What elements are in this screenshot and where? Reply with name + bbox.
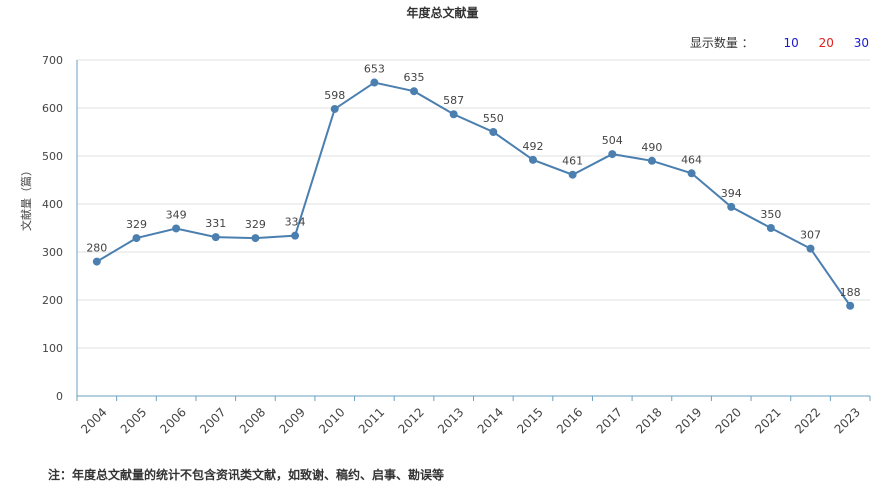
y-tick-label: 200: [42, 294, 63, 307]
data-point: [687, 169, 696, 178]
y-tick-label: 700: [42, 54, 63, 67]
data-label: 550: [483, 112, 504, 125]
x-tick-label: 2020: [713, 405, 744, 436]
data-point: [291, 231, 300, 240]
display-count-option-20[interactable]: 20: [818, 36, 834, 50]
x-tick-label: 2019: [673, 405, 704, 436]
data-point: [766, 224, 775, 232]
series-line: [96, 81, 851, 307]
data-label: 598: [324, 89, 345, 102]
data-point: [528, 155, 537, 164]
data-point: [846, 301, 855, 310]
data-label: 331: [205, 217, 226, 230]
x-tick-label: 2018: [633, 405, 664, 436]
y-axis-label: 文献量（篇）: [19, 165, 33, 231]
data-point: [132, 234, 141, 243]
x-tick-label: 2015: [514, 405, 545, 436]
chart-title: 年度总文献量: [406, 6, 479, 20]
x-tick-label: 2005: [118, 405, 149, 436]
x-tick-label: 2012: [395, 405, 426, 436]
data-label: 587: [443, 94, 464, 107]
display-count-control: 显示数量 ： 10 20 30: [690, 34, 869, 51]
y-tick-label: 500: [42, 150, 63, 163]
y-tick-label: 600: [42, 102, 63, 115]
data-point: [449, 110, 458, 119]
data-label: 635: [404, 71, 425, 84]
y-tick-label: 100: [42, 342, 63, 355]
x-tick-label: 2004: [78, 405, 109, 436]
data-point: [647, 156, 656, 165]
data-label: 329: [245, 218, 266, 231]
x-tick-label: 2009: [276, 405, 307, 436]
data-point: [172, 224, 181, 233]
y-tick-label: 0: [56, 390, 63, 403]
data-label: 350: [760, 208, 781, 221]
data-point: [211, 233, 220, 242]
x-tick-label: 2011: [356, 405, 387, 436]
data-point: [251, 234, 260, 243]
data-label: 653: [364, 63, 385, 76]
x-tick-label: 2023: [832, 405, 863, 436]
data-label: 188: [840, 286, 861, 299]
display-count-option-30[interactable]: 30: [853, 36, 869, 50]
x-tick-label: 2021: [752, 405, 783, 436]
data-point: [568, 170, 577, 179]
display-count-label: 显示数量 ：: [689, 36, 754, 50]
x-tick-label: 2014: [475, 405, 506, 436]
x-tick-label: 2007: [197, 405, 228, 436]
data-label: 492: [522, 140, 543, 153]
data-point: [727, 202, 736, 211]
data-label: 334: [285, 216, 306, 229]
data-point: [806, 244, 815, 253]
x-tick-label: 2016: [554, 405, 585, 436]
y-tick-label: 400: [42, 198, 63, 211]
x-tick-label: 2006: [158, 405, 189, 436]
data-label: 307: [800, 229, 821, 242]
data-label: 349: [166, 208, 187, 221]
footnote: 注：年度总文献量的统计不包含资讯类文献，如致谢、稿约、启事、勘误等: [48, 468, 445, 482]
data-point: [92, 257, 101, 266]
display-count-option-10[interactable]: 10: [783, 36, 799, 50]
data-label: 464: [681, 153, 702, 166]
x-tick-label: 2010: [316, 405, 347, 436]
x-tick-label: 2017: [594, 405, 625, 436]
data-label: 490: [641, 141, 662, 154]
data-label: 329: [126, 218, 147, 231]
data-label: 461: [562, 155, 583, 168]
data-label: 280: [86, 242, 107, 255]
data-point: [489, 128, 498, 136]
y-tick-label: 300: [42, 246, 63, 259]
x-tick-label: 2008: [237, 405, 268, 436]
data-label: 394: [721, 187, 742, 200]
data-point: [330, 104, 339, 113]
data-point: [370, 78, 379, 87]
data-point: [608, 150, 617, 159]
x-tick-label: 2022: [792, 405, 823, 436]
data-label: 504: [602, 134, 623, 147]
data-point: [410, 87, 419, 96]
x-tick-label: 2013: [435, 405, 466, 436]
